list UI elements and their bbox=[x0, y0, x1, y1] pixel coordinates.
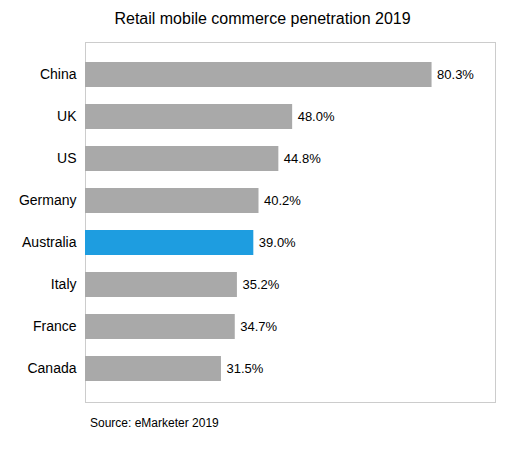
svg-text:48.0%: 48.0% bbox=[298, 109, 335, 124]
svg-text:UK: UK bbox=[57, 108, 77, 124]
html-text:Retail mobile commerce penetra: Retail mobile commerce penetration 2019 bbox=[114, 10, 411, 27]
svg-text:39.0%: 39.0% bbox=[259, 235, 296, 250]
svg-text:35.2%: 35.2% bbox=[242, 277, 279, 292]
svg-text:Australia: Australia bbox=[22, 234, 77, 250]
svg-text:80.3%: 80.3% bbox=[437, 67, 474, 82]
svg-text:China: China bbox=[40, 66, 77, 82]
svg-text:44.8%: 44.8% bbox=[284, 151, 321, 166]
html-text:Source: eMarketer 2019: Source: eMarketer 2019 bbox=[90, 416, 219, 430]
svg-text:US: US bbox=[57, 150, 76, 166]
svg-text:31.5%: 31.5% bbox=[226, 361, 263, 376]
svg-text:France: France bbox=[33, 318, 77, 334]
svg-text:40.2%: 40.2% bbox=[264, 193, 301, 208]
svg-text:Germany: Germany bbox=[19, 192, 77, 208]
svg-text:Italy: Italy bbox=[51, 276, 77, 292]
svg-text:34.7%: 34.7% bbox=[240, 319, 277, 334]
svg-text:Canada: Canada bbox=[27, 360, 76, 376]
